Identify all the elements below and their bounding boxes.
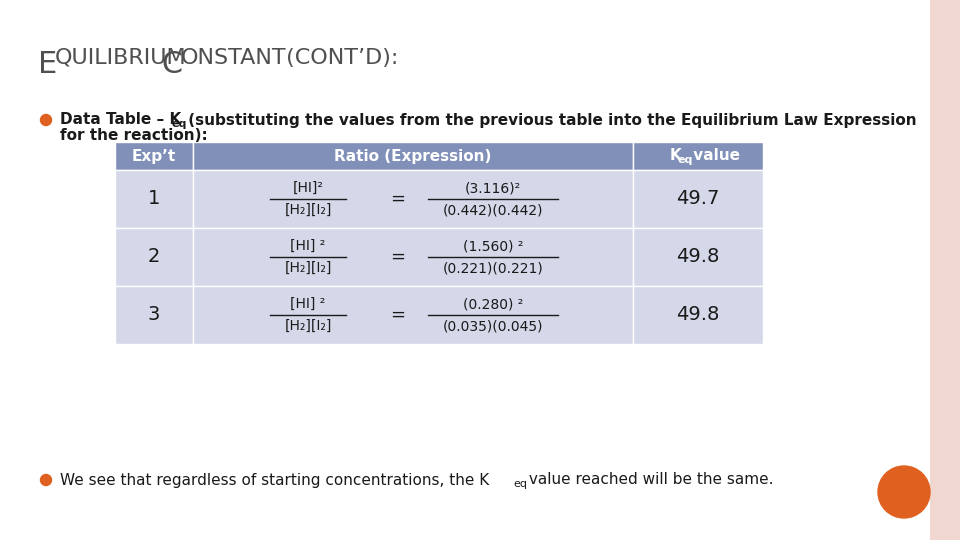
FancyBboxPatch shape: [115, 142, 193, 170]
Text: [H₂][I₂]: [H₂][I₂]: [284, 203, 332, 217]
Text: 49.8: 49.8: [676, 247, 720, 267]
Text: [H₂][I₂]: [H₂][I₂]: [284, 261, 332, 275]
Text: E: E: [38, 50, 58, 79]
Text: (0.280) ²: (0.280) ²: [463, 297, 523, 311]
Text: (0.221)(0.221): (0.221)(0.221): [443, 261, 543, 275]
Text: 49.8: 49.8: [676, 306, 720, 325]
Text: [H₂][I₂]: [H₂][I₂]: [284, 319, 332, 333]
Circle shape: [40, 114, 52, 125]
Text: (0.442)(0.442): (0.442)(0.442): [443, 203, 543, 217]
FancyBboxPatch shape: [633, 142, 763, 170]
Text: (3.116)²: (3.116)²: [465, 181, 521, 195]
Text: (0.035)(0.045): (0.035)(0.045): [443, 319, 543, 333]
Text: (substituting the values from the previous table into the Equilibrium Law Expres: (substituting the values from the previo…: [183, 112, 917, 127]
Text: QUILIBRIUM: QUILIBRIUM: [55, 48, 186, 68]
FancyBboxPatch shape: [193, 142, 633, 170]
Text: for the reaction):: for the reaction):: [60, 129, 207, 144]
FancyBboxPatch shape: [193, 170, 633, 228]
Circle shape: [878, 466, 930, 518]
Text: =: =: [391, 248, 405, 266]
FancyBboxPatch shape: [193, 286, 633, 344]
FancyBboxPatch shape: [930, 0, 960, 540]
FancyBboxPatch shape: [115, 228, 193, 286]
Text: eq: eq: [513, 479, 527, 489]
Text: We see that regardless of starting concentrations, the K: We see that regardless of starting conce…: [60, 472, 490, 488]
Text: 3: 3: [148, 306, 160, 325]
Text: [HI]²: [HI]²: [293, 181, 324, 195]
Text: Data Table – K: Data Table – K: [60, 112, 181, 127]
Text: 49.7: 49.7: [676, 190, 720, 208]
Text: C: C: [152, 50, 183, 79]
Circle shape: [40, 475, 52, 485]
Text: Ratio (Expression): Ratio (Expression): [334, 148, 492, 164]
FancyBboxPatch shape: [115, 286, 193, 344]
FancyBboxPatch shape: [633, 228, 763, 286]
Text: value: value: [688, 148, 740, 164]
Text: =: =: [391, 190, 405, 208]
FancyBboxPatch shape: [115, 170, 193, 228]
FancyBboxPatch shape: [0, 0, 930, 540]
FancyBboxPatch shape: [633, 286, 763, 344]
Text: eq: eq: [171, 119, 186, 129]
Text: K: K: [670, 148, 682, 164]
Text: [HI] ²: [HI] ²: [290, 239, 325, 253]
FancyBboxPatch shape: [633, 170, 763, 228]
Text: value reached will be the same.: value reached will be the same.: [524, 472, 774, 488]
Text: Exp’t: Exp’t: [132, 148, 176, 164]
Text: (CONT’D):: (CONT’D):: [279, 48, 398, 68]
Text: 2: 2: [148, 247, 160, 267]
Text: eq: eq: [678, 155, 693, 165]
Text: [HI] ²: [HI] ²: [290, 297, 325, 311]
Text: 1: 1: [148, 190, 160, 208]
Text: =: =: [391, 306, 405, 324]
Text: (1.560) ²: (1.560) ²: [463, 239, 523, 253]
Text: ONSTANT: ONSTANT: [181, 48, 287, 68]
FancyBboxPatch shape: [193, 228, 633, 286]
